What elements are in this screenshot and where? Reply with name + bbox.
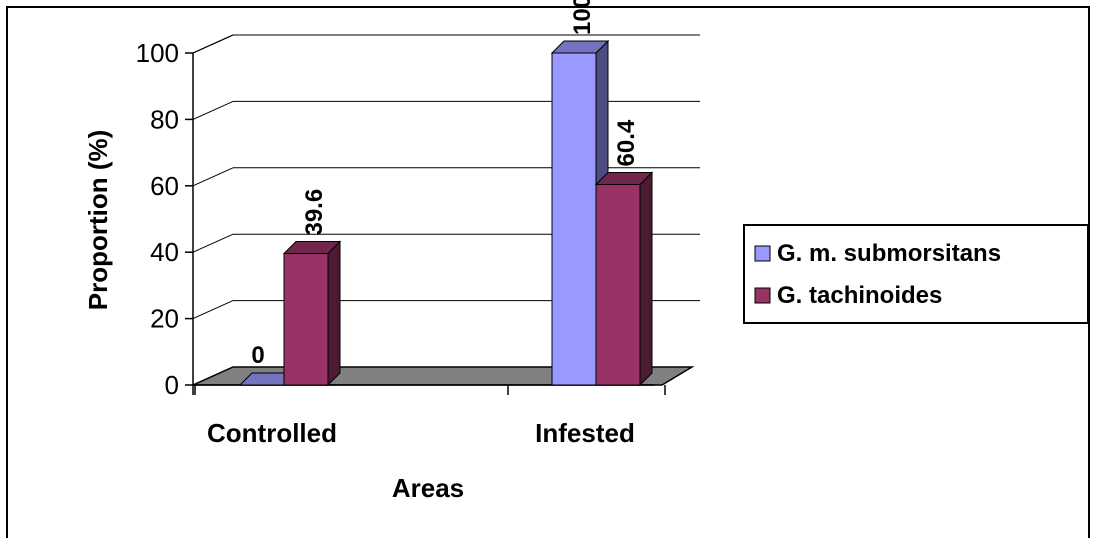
bar-side <box>639 171 653 387</box>
bar-g-tachinoides-infested <box>594 171 654 387</box>
legend-box <box>743 224 1089 324</box>
gridline-diagonal <box>192 100 234 120</box>
bar-side <box>327 240 341 387</box>
x-category-label: Infested <box>535 418 635 448</box>
x-axis-categories: Controlled Infested <box>207 418 635 448</box>
y-tick-label: 20 <box>150 304 179 334</box>
y-tick-label: 60 <box>150 171 179 201</box>
back-wall-edge <box>192 34 234 54</box>
legend-swatch <box>754 287 771 304</box>
y-tick-label: 100 <box>136 38 179 68</box>
legend-label: G. tachinoides <box>777 282 942 309</box>
data-label: 0 <box>251 342 264 369</box>
data-labels: 0 39.6 100 60.4 <box>251 0 640 369</box>
gridline-diagonal <box>192 300 234 320</box>
x-axis-title: Areas <box>392 473 464 503</box>
y-axis: 0 20 40 60 80 100 <box>136 34 666 400</box>
y-tick-label: 80 <box>150 104 179 134</box>
gridline-diagonal <box>192 167 234 187</box>
data-label: 39.6 <box>301 189 328 236</box>
legend-label: G. m. submorsitans <box>777 240 1001 267</box>
bar-g-tachinoides-controlled <box>282 240 342 387</box>
bars <box>238 39 654 387</box>
data-label: 60.4 <box>613 119 640 166</box>
y-tick-label: 40 <box>150 237 179 267</box>
x-category-label: Controlled <box>207 418 337 448</box>
y-tick-label: 0 <box>165 370 179 400</box>
gridline-diagonal <box>192 233 234 253</box>
data-label: 100 <box>569 0 596 35</box>
bar-front <box>283 253 329 386</box>
y-axis-title: Proportion (%) <box>83 130 113 311</box>
legend-swatch <box>754 245 771 262</box>
bar-front <box>595 183 641 386</box>
legend: G. m. submorsitans G. tachinoides <box>743 224 1089 324</box>
bar-front <box>551 52 597 386</box>
